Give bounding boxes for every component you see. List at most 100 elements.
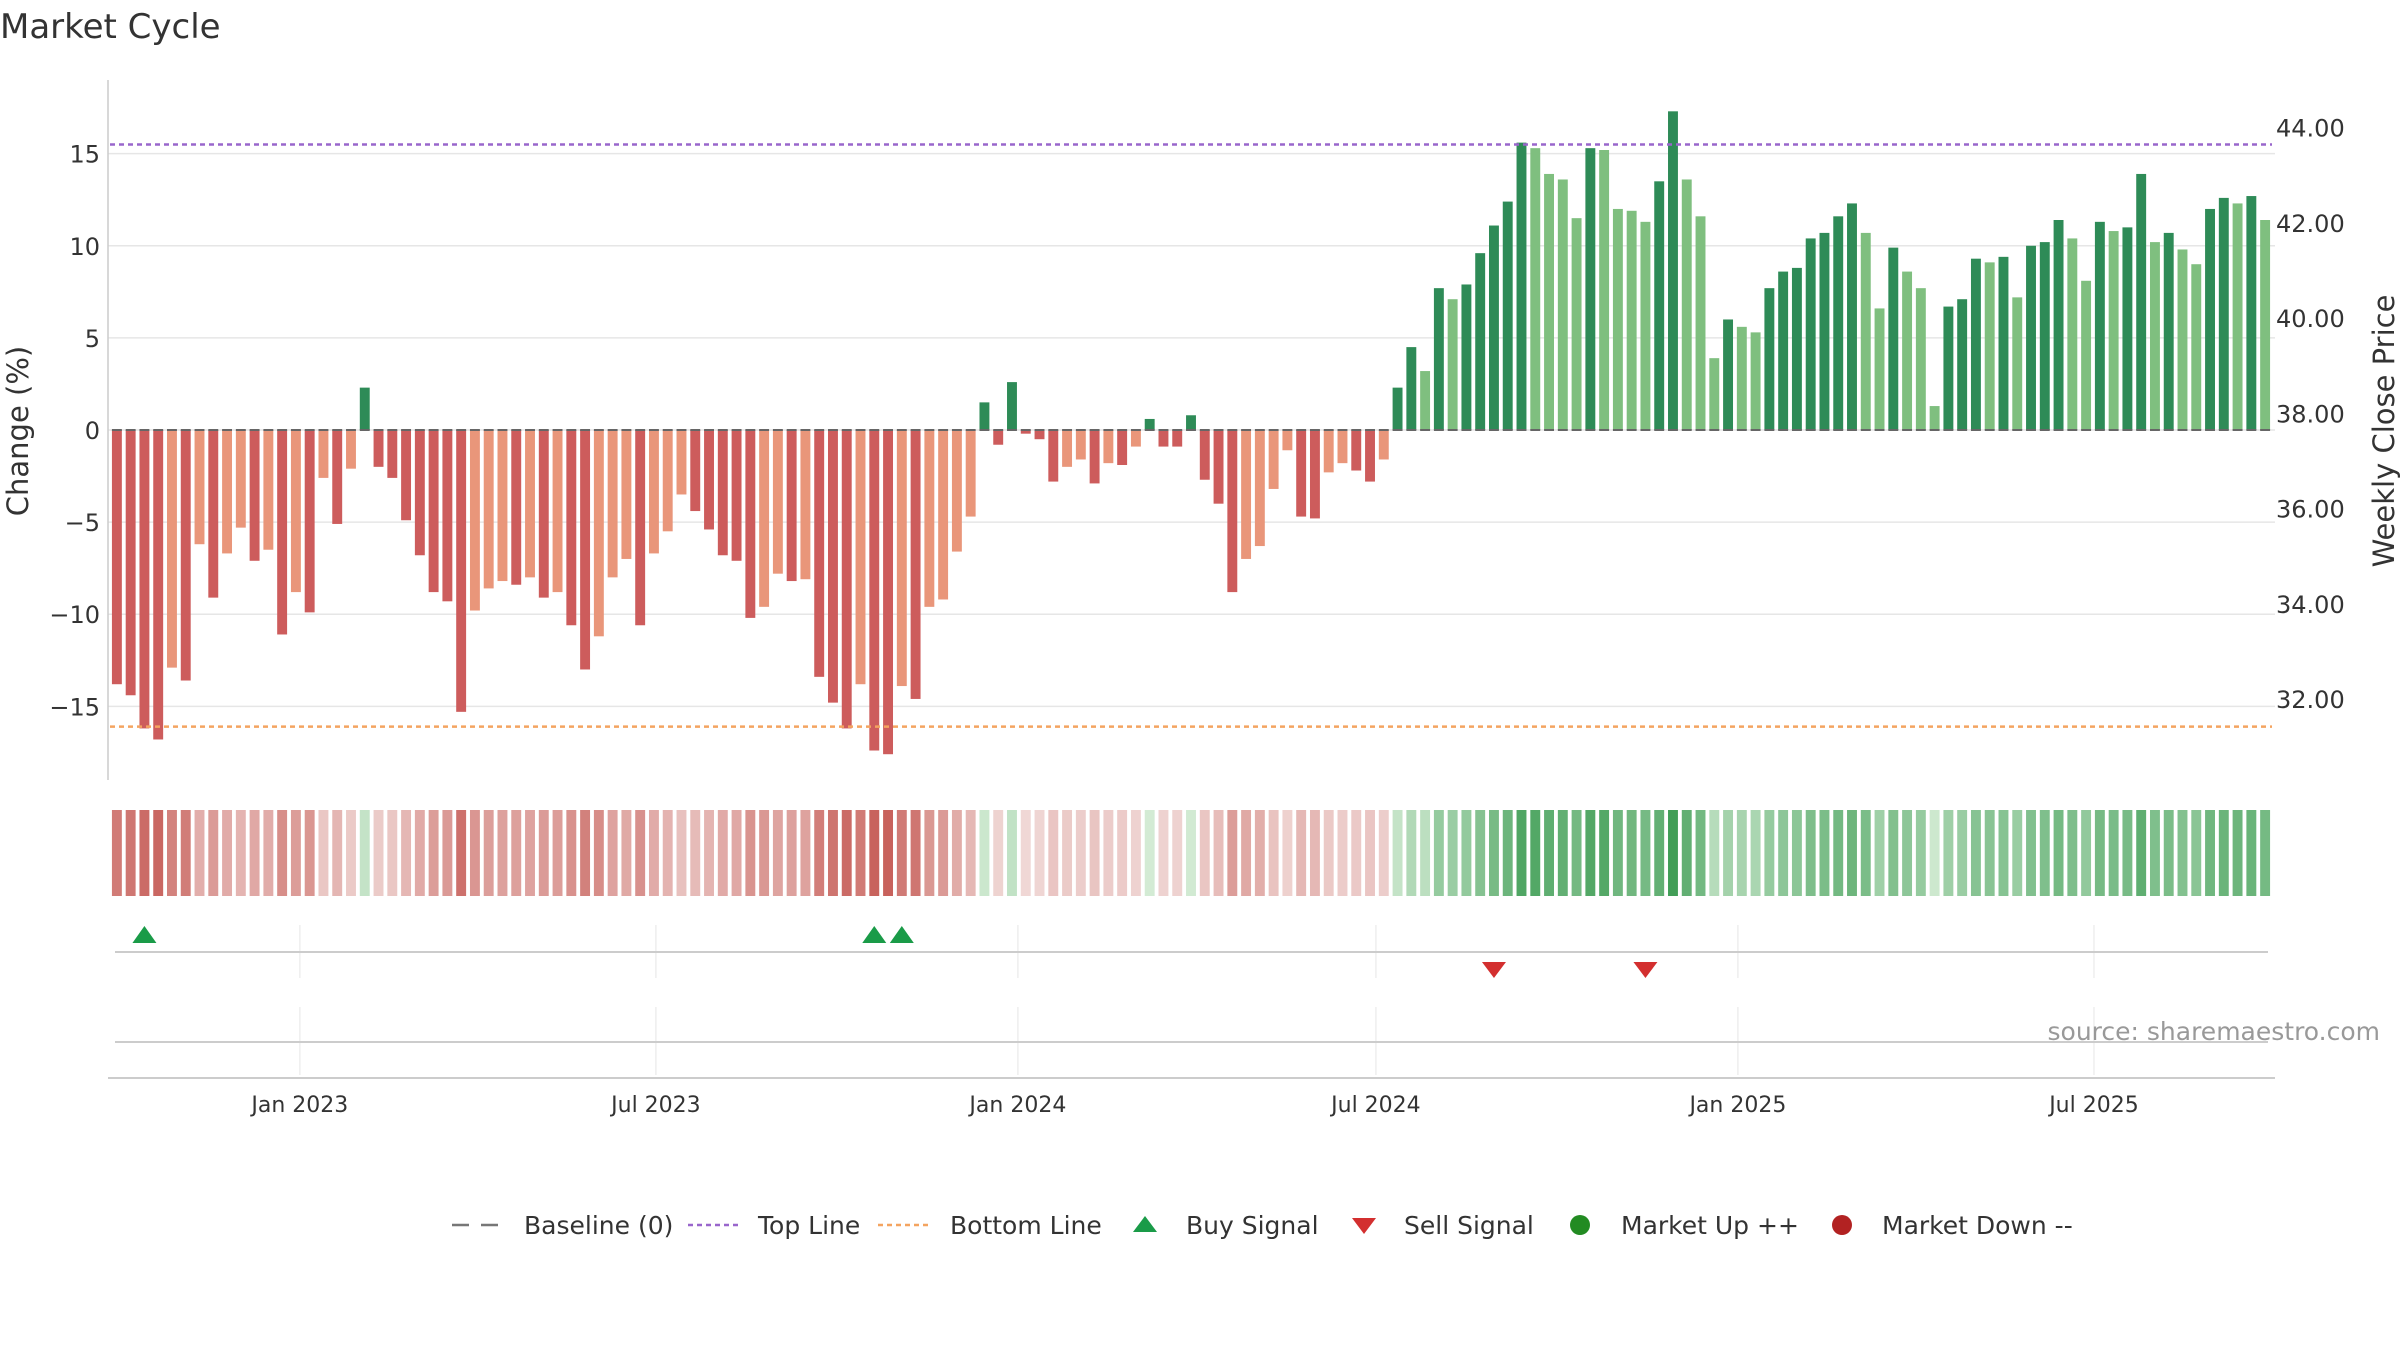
bar — [1227, 430, 1238, 593]
heat-cell — [552, 810, 563, 896]
bar — [1654, 181, 1665, 430]
bar — [1585, 148, 1596, 430]
heat-cell — [676, 810, 687, 896]
heat-cell — [1998, 810, 2009, 896]
heat-cell — [1929, 810, 1940, 896]
heat-cell — [2260, 810, 2271, 896]
bar — [235, 430, 246, 528]
heat-cell — [304, 810, 315, 896]
heat-cell — [1902, 810, 1913, 896]
bar — [2122, 227, 2133, 430]
bar — [1709, 358, 1720, 430]
bar — [1791, 267, 1802, 430]
bar — [469, 430, 480, 611]
bar — [1007, 382, 1017, 430]
bar — [1034, 430, 1045, 440]
x-tick-label: Jul 2025 — [2047, 1093, 2139, 1118]
y2-tick-label: 38.00 — [2276, 400, 2345, 428]
bar — [1323, 430, 1334, 473]
bar — [125, 430, 136, 696]
heat-cell — [1888, 810, 1899, 896]
heat-cell — [1571, 810, 1582, 896]
bar — [2205, 208, 2215, 430]
heat-cell — [1723, 810, 1734, 896]
legend-label: Buy Signal — [1186, 1211, 1319, 1240]
bar — [2246, 196, 2257, 430]
bar — [401, 430, 412, 521]
heat-cell — [387, 810, 398, 896]
bar — [1847, 203, 1857, 430]
heat-cell — [1186, 810, 1196, 896]
bar — [786, 430, 797, 582]
bar — [2053, 220, 2064, 430]
heat-cell — [2232, 810, 2243, 896]
bar — [167, 430, 177, 668]
bar — [1943, 306, 1954, 430]
heat-cell — [1915, 810, 1926, 896]
bar — [1130, 430, 1141, 447]
chart-title: Market Cycle — [0, 7, 221, 47]
bar — [1612, 208, 1623, 430]
bar — [800, 430, 811, 580]
heat-cell — [979, 810, 990, 896]
bar — [717, 430, 728, 556]
heat-cell — [1254, 810, 1265, 896]
heat-cell — [1516, 810, 1527, 896]
bar — [1309, 430, 1320, 519]
bar — [828, 430, 838, 703]
heat-cell — [2122, 810, 2133, 896]
grid-lines — [108, 152, 2275, 708]
source-note: source: sharemaestro.com — [2048, 1017, 2381, 1046]
heat-strip — [111, 810, 2271, 896]
heat-cell — [1791, 810, 1802, 896]
bar — [2081, 280, 2092, 430]
heat-cell — [1433, 810, 1444, 896]
bar — [2191, 264, 2202, 430]
heat-cell — [1612, 810, 1623, 896]
heat-cell — [1488, 810, 1499, 896]
bar — [2177, 249, 2188, 430]
bar — [593, 430, 604, 637]
buy-signal-marker — [889, 926, 914, 943]
heat-cell — [263, 810, 274, 896]
heat-cell — [1296, 810, 1307, 896]
bar — [1392, 387, 1403, 430]
bar — [635, 430, 646, 626]
bar — [139, 430, 150, 729]
bar — [883, 430, 894, 755]
heat-cell — [525, 810, 535, 896]
heat-cell — [538, 810, 549, 896]
heat-cell — [965, 810, 976, 896]
bar — [153, 430, 164, 740]
bar — [1447, 299, 1458, 430]
bar — [497, 430, 508, 582]
y2-axis-label: Weekly Close Price — [2367, 295, 2400, 568]
bar — [1681, 179, 1692, 430]
heat-cell — [745, 810, 756, 896]
heat-cell — [938, 810, 949, 896]
heat-cell — [139, 810, 150, 896]
bar — [1351, 430, 1362, 471]
bar — [2012, 297, 2023, 430]
bar — [1117, 430, 1128, 465]
legend-label: Top Line — [757, 1211, 860, 1240]
heat-cell — [1984, 810, 1995, 896]
legend-label: Bottom Line — [950, 1211, 1102, 1240]
bar — [1241, 430, 1252, 559]
bar — [1874, 308, 1885, 430]
heat-cell — [869, 810, 880, 896]
bar — [373, 430, 384, 467]
heat-cell — [497, 810, 508, 896]
heat-cell — [1957, 810, 1968, 896]
bar — [1860, 232, 1871, 430]
heat-cell — [593, 810, 604, 896]
bar — [1254, 430, 1265, 547]
bar — [772, 430, 783, 574]
bar — [869, 430, 880, 751]
bar — [759, 430, 770, 607]
heat-cell — [1089, 810, 1100, 896]
bar — [1172, 430, 1183, 447]
heat-cell — [800, 810, 811, 896]
buy-signal-marker — [862, 926, 887, 943]
bar — [1158, 430, 1169, 447]
